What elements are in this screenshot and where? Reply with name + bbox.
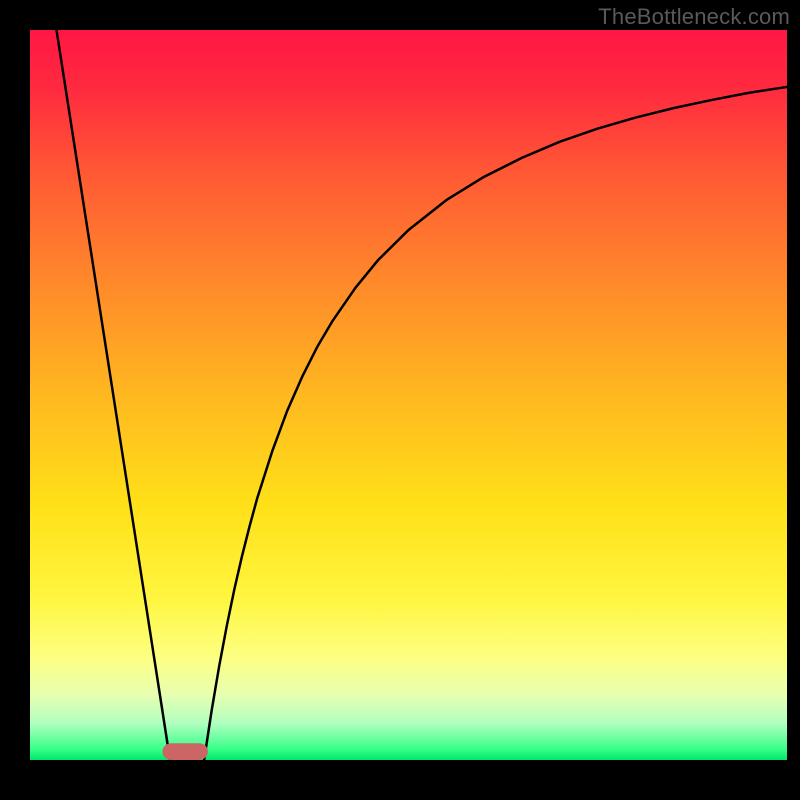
attribution-text: TheBottleneck.com bbox=[598, 4, 790, 30]
curve-overlay bbox=[0, 0, 800, 800]
bottom-marker bbox=[162, 743, 207, 760]
chart-container: TheBottleneck.com bbox=[0, 0, 800, 800]
left-curve bbox=[56, 30, 170, 760]
right-curve bbox=[204, 87, 787, 760]
